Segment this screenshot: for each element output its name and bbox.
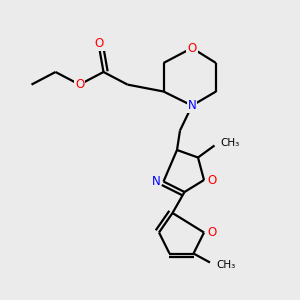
Text: N: N xyxy=(152,175,160,188)
Text: O: O xyxy=(94,37,103,50)
Text: CH₃: CH₃ xyxy=(216,260,235,271)
Text: N: N xyxy=(188,99,196,112)
Text: O: O xyxy=(188,41,196,55)
Text: CH₃: CH₃ xyxy=(220,137,240,148)
Text: O: O xyxy=(207,226,216,239)
Text: O: O xyxy=(207,173,216,187)
Text: O: O xyxy=(75,78,84,91)
